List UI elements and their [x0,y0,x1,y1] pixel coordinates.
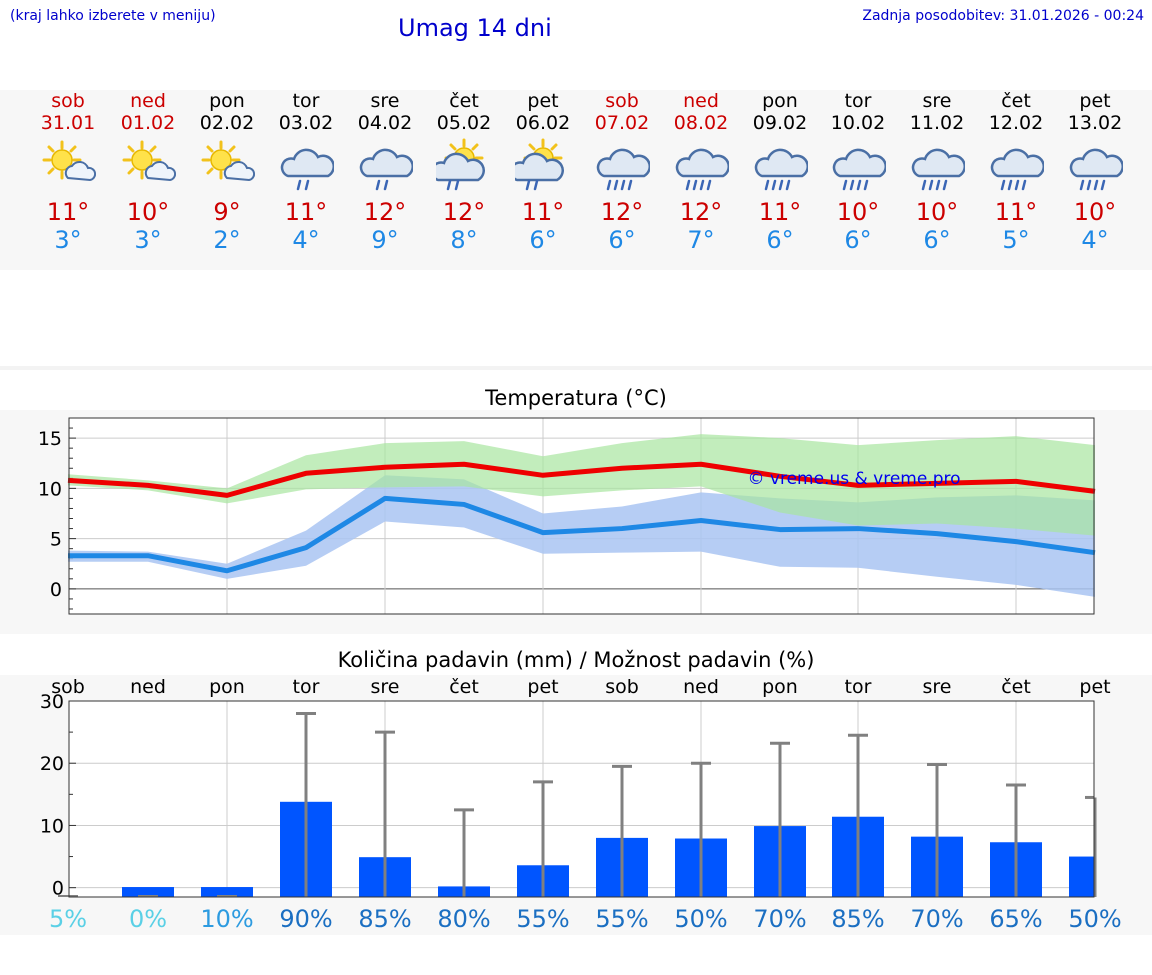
max-temperature: 10° [126,198,170,226]
max-temperature: 11° [284,198,328,226]
page-title: Umag 14 dni [398,14,552,42]
day-date: 05.02 [436,112,492,134]
forecast-strip: sob 31.01 11° 3° ned 01.02 10° 3° pon 02.02 9° 2… [0,90,1152,270]
sun-part [42,140,82,180]
cloud-heavy-rain-icon [752,138,809,194]
cloud-rain-icon [357,138,414,194]
min-temperature: 6° [608,226,636,254]
day-name: sob [51,90,85,112]
sun-cloud-rain-icon [430,138,492,194]
day-date: 02.02 [199,112,255,134]
max-temperature: 10° [1073,198,1117,226]
max-temperature: 11° [521,198,565,226]
cloud-heavy-rain-icon [909,138,966,194]
day-name: čet [1001,90,1031,112]
min-temperature: 9° [371,226,399,254]
min-temperature: 3° [134,226,162,254]
day-date: 11.02 [909,112,965,134]
day-date: 06.02 [515,112,571,134]
precipitation-panel [0,675,1152,935]
day-name: sre [370,90,400,112]
max-temperature: 10° [836,198,880,226]
cloud-heavy-rain-icon [988,138,1045,194]
sun-cloud-icon [120,138,177,194]
min-temperature: 8° [450,226,478,254]
min-temperature: 6° [923,226,951,254]
day-name: pet [527,90,559,112]
day-name: pon [209,90,245,112]
day-name: tor [844,90,872,112]
min-temperature: 3° [54,226,82,254]
max-temperature: 10° [915,198,959,226]
day-date: 10.02 [830,112,886,134]
min-temperature: 6° [844,226,872,254]
cloud-heavy-rain-icon [830,138,887,194]
temperature-chart-title: Temperatura (°C) [485,386,667,410]
cloud-heavy-rain-icon [673,138,730,194]
min-temperature: 2° [213,226,241,254]
cloud-heavy-rain-icon [594,138,651,194]
day-name: tor [292,90,320,112]
sun-part [122,140,162,180]
temperature-panel [0,410,1152,634]
day-date: 09.02 [752,112,808,134]
cloud-rain-icon [278,138,335,194]
day-name: čet [449,90,479,112]
max-temperature: 12° [442,198,486,226]
last-updated: Zadnja posodobitev: 31.01.2026 - 00:24 [862,8,1144,24]
day-date: 08.02 [673,112,729,134]
day-date: 03.02 [278,112,334,134]
min-temperature: 5° [1002,226,1030,254]
day-date: 13.02 [1067,112,1123,134]
sun-cloud-icon [199,138,256,194]
sun-part [201,140,241,180]
divider [0,366,1152,370]
day-name: sre [922,90,952,112]
menu-hint[interactable]: (kraj lahko izberete v meniju) [10,8,216,24]
max-temperature: 11° [994,198,1038,226]
max-temperature: 9° [213,198,241,226]
day-name: sob [605,90,639,112]
day-date: 04.02 [357,112,413,134]
day-date: 31.01 [40,112,96,134]
max-temperature: 12° [679,198,723,226]
max-temperature: 12° [363,198,407,226]
precipitation-chart-title: Količina padavin (mm) / Možnost padavin … [337,648,815,672]
day-date: 12.02 [988,112,1044,134]
min-temperature: 4° [292,226,320,254]
day-name: ned [683,90,719,112]
max-temperature: 11° [758,198,802,226]
day-name: pet [1079,90,1111,112]
min-temperature: 6° [529,226,557,254]
min-temperature: 6° [766,226,794,254]
day-name: pon [762,90,798,112]
cloud-heavy-rain-icon [1067,138,1124,194]
max-temperature: 11° [46,198,90,226]
min-temperature: 7° [687,226,715,254]
max-temperature: 12° [600,198,644,226]
day-name: ned [130,90,166,112]
sun-cloud-rain-icon [509,138,571,194]
sun-cloud-icon [40,138,97,194]
day-date: 01.02 [120,112,176,134]
day-date: 07.02 [594,112,650,134]
min-temperature: 4° [1081,226,1109,254]
